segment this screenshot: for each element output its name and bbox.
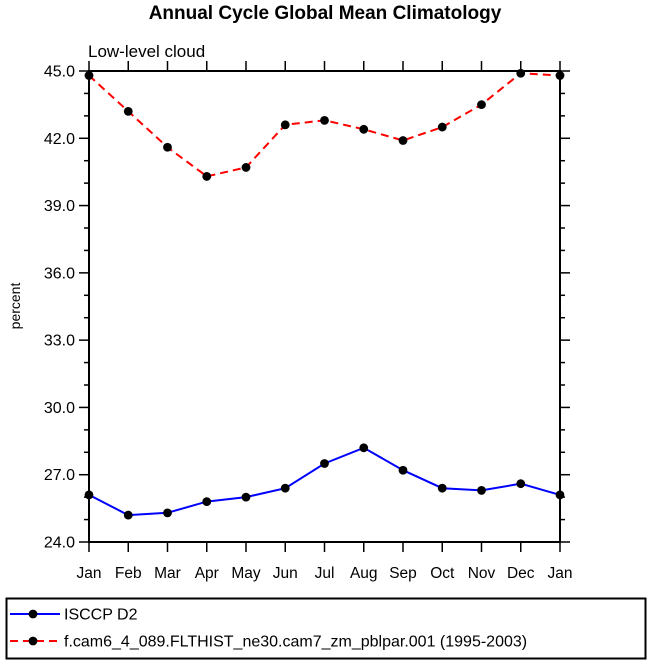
data-point-marker-s0 — [163, 508, 172, 518]
data-point-marker-s1 — [202, 172, 212, 181]
month-label: May — [231, 565, 261, 582]
month-label: Aug — [350, 565, 378, 582]
y-tick-label: 27.0 — [44, 467, 75, 484]
data-point-marker-s0 — [84, 490, 94, 500]
data-point-marker-s0 — [320, 459, 329, 468]
month-label: Sep — [389, 565, 417, 582]
y-tick-label: 33.0 — [44, 333, 75, 350]
data-point-marker-s1 — [280, 120, 290, 130]
legend-box — [5, 597, 647, 660]
y-tick-label: 36.0 — [44, 265, 75, 282]
data-point-marker-s1 — [359, 124, 369, 134]
month-label: Jan — [548, 565, 573, 582]
y-tick-label: 42.0 — [44, 131, 75, 148]
data-point-marker-s1 — [241, 163, 251, 172]
data-point-marker-s0 — [555, 490, 565, 500]
chart-subtitle: Low-level cloud — [88, 42, 205, 61]
data-point-marker-s0 — [280, 483, 290, 493]
data-point-marker-s0 — [359, 443, 369, 453]
month-label: Dec — [507, 565, 535, 582]
month-label: Oct — [430, 565, 455, 582]
data-point-marker-s1 — [163, 142, 172, 152]
data-point-marker-s1 — [516, 68, 526, 78]
month-label: Jan — [77, 565, 102, 582]
y-tick-label: 24.0 — [44, 535, 75, 552]
month-label: Mar — [154, 565, 181, 582]
data-point-marker-s0 — [398, 465, 408, 475]
data-point-marker-s1 — [84, 71, 94, 80]
data-point-marker-s1 — [320, 115, 329, 125]
plot-border — [88, 70, 561, 543]
month-label: Jul — [315, 565, 335, 582]
data-point-marker-s1 — [477, 100, 486, 110]
legend-marker-series-1 — [28, 636, 38, 646]
legend-label-series-1: f.cam6_4_089.FLTHIST_ne30.cam7_zm_pblpar… — [64, 634, 527, 651]
legend-marker-series-0 — [28, 609, 38, 619]
data-point-marker-s0 — [123, 510, 133, 520]
month-label: Feb — [115, 565, 142, 582]
y-tick-label: 45.0 — [44, 64, 75, 81]
series-layer — [84, 68, 565, 520]
series-line-1 — [88, 72, 561, 178]
y-axis-label: percent — [7, 283, 23, 330]
legend-label-series-0: ISCCP D2 — [64, 607, 138, 624]
data-point-marker-s0 — [241, 492, 251, 502]
series-line-0 — [88, 446, 561, 517]
data-point-marker-s1 — [398, 136, 408, 145]
legend: ISCCP D2 f.cam6_4_089.FLTHIST_ne30.cam7_… — [5, 597, 647, 660]
data-point-marker-s1 — [437, 122, 447, 132]
month-label: Jun — [273, 565, 298, 582]
month-label: Apr — [195, 565, 219, 582]
chart-title: Annual Cycle Global Mean Climatology — [149, 3, 502, 24]
y-tick-label: 30.0 — [44, 400, 75, 417]
data-point-marker-s0 — [477, 486, 486, 495]
data-point-marker-s0 — [202, 497, 212, 507]
month-label: Nov — [468, 565, 496, 582]
data-point-marker-s0 — [516, 479, 526, 489]
y-tick-label: 39.0 — [44, 198, 75, 215]
data-point-marker-s0 — [437, 483, 447, 493]
axes-layer: 24.0 27.0 30.0 33.0 36.0 39.0 42.0 45.0 Jan Feb Ma… — [44, 61, 573, 582]
data-point-marker-s1 — [555, 71, 565, 80]
data-point-marker-s1 — [123, 106, 133, 116]
